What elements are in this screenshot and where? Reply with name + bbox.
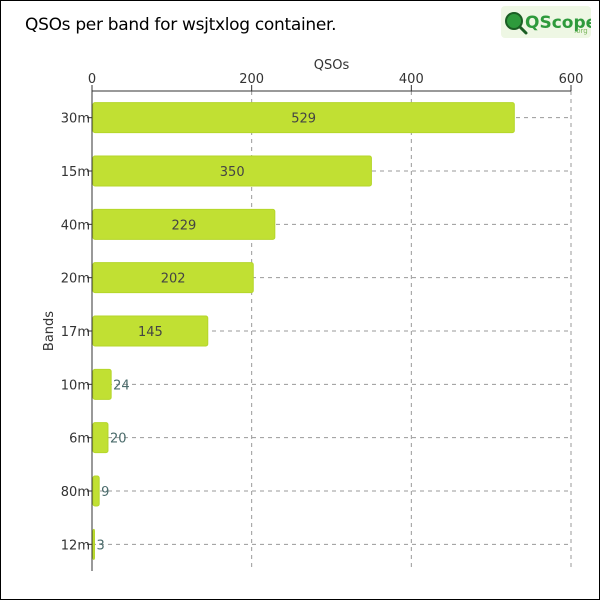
logo-magnifier-handle [518, 25, 528, 35]
bar-value-label: 350 [220, 165, 245, 180]
bar [92, 528, 95, 560]
y-tick-label: 20m [61, 272, 90, 287]
bar [92, 102, 515, 134]
bar [92, 368, 112, 400]
bar-value-label: 20 [110, 432, 127, 447]
bar-value-label: 229 [171, 218, 196, 233]
bar-value-label: 145 [138, 325, 163, 340]
bar [92, 422, 109, 454]
x-tick-label: 400 [399, 72, 424, 87]
logo-globe-icon [505, 12, 523, 30]
bar [92, 315, 209, 347]
bars-layer: 529 350 229 202 145 24 20 9 3 [92, 102, 515, 560]
bar-value-label: 24 [113, 378, 130, 393]
y-tick-label: 30m [61, 112, 90, 127]
y-tick-label: 6m [69, 432, 90, 447]
y-tick-label: 80m [61, 485, 90, 500]
chart-title: QSOs per band for wsjtxlog container. [25, 15, 337, 35]
logo-wordmark: QScope [525, 13, 591, 33]
y-tick-label: 12m [61, 538, 90, 553]
bar [92, 262, 254, 294]
qscope-logo: QScope .org [501, 6, 591, 38]
bar [92, 475, 100, 507]
bar [92, 208, 276, 240]
x-tick-label: 600 [559, 72, 584, 87]
y-tick-label: 10m [61, 378, 90, 393]
bar-value-label: 9 [101, 485, 109, 500]
y-tick-label: 17m [61, 325, 90, 340]
axes-layer: 0 200 400 600 QSOs Bands 30m 15m 40m 20m 17m 10m 6m 8… [42, 58, 583, 571]
bar-value-label: 202 [161, 272, 186, 287]
x-tick-label: 200 [239, 72, 264, 87]
bar [92, 155, 372, 187]
bar-value-label: 3 [97, 538, 105, 553]
bar-value-label: 529 [291, 112, 316, 127]
y-tick-label: 15m [61, 165, 90, 180]
x-tick-label: 0 [88, 72, 96, 87]
logo-suffix: .org [574, 27, 588, 35]
y-tick-label: 40m [61, 218, 90, 233]
y-axis-title: Bands [42, 311, 57, 351]
x-axis-title: QSOs [314, 58, 350, 73]
